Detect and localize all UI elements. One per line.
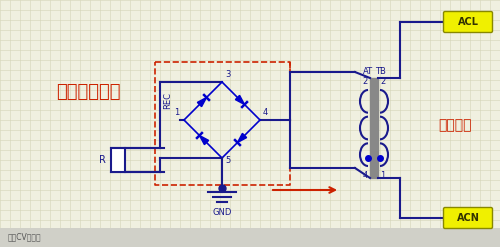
Text: R: R — [99, 155, 106, 165]
Polygon shape — [200, 135, 208, 145]
Bar — [370, 78, 378, 178]
Text: 1: 1 — [174, 108, 179, 117]
FancyBboxPatch shape — [444, 12, 492, 33]
Text: 5: 5 — [225, 156, 230, 165]
Text: ACN: ACN — [456, 213, 479, 223]
Text: GND: GND — [212, 207, 232, 217]
Polygon shape — [236, 95, 244, 104]
Text: 2: 2 — [363, 77, 368, 85]
Bar — [0, 228, 500, 247]
Polygon shape — [238, 133, 246, 143]
Text: 4: 4 — [363, 170, 368, 180]
Text: 五半波整流桥: 五半波整流桥 — [56, 83, 120, 101]
Text: REC: REC — [163, 91, 172, 108]
Text: 3: 3 — [225, 70, 230, 79]
Text: 来：CV学视频: 来：CV学视频 — [8, 232, 42, 242]
Polygon shape — [198, 98, 206, 107]
Text: ACL: ACL — [458, 17, 478, 27]
Text: 市电输入: 市电输入 — [438, 118, 472, 132]
Text: TB: TB — [374, 66, 386, 76]
Text: 1: 1 — [380, 170, 385, 180]
Text: 2: 2 — [380, 77, 385, 85]
Text: AT: AT — [363, 66, 373, 76]
Bar — [111, 148, 125, 172]
FancyBboxPatch shape — [444, 207, 492, 228]
Text: 4: 4 — [263, 108, 268, 117]
